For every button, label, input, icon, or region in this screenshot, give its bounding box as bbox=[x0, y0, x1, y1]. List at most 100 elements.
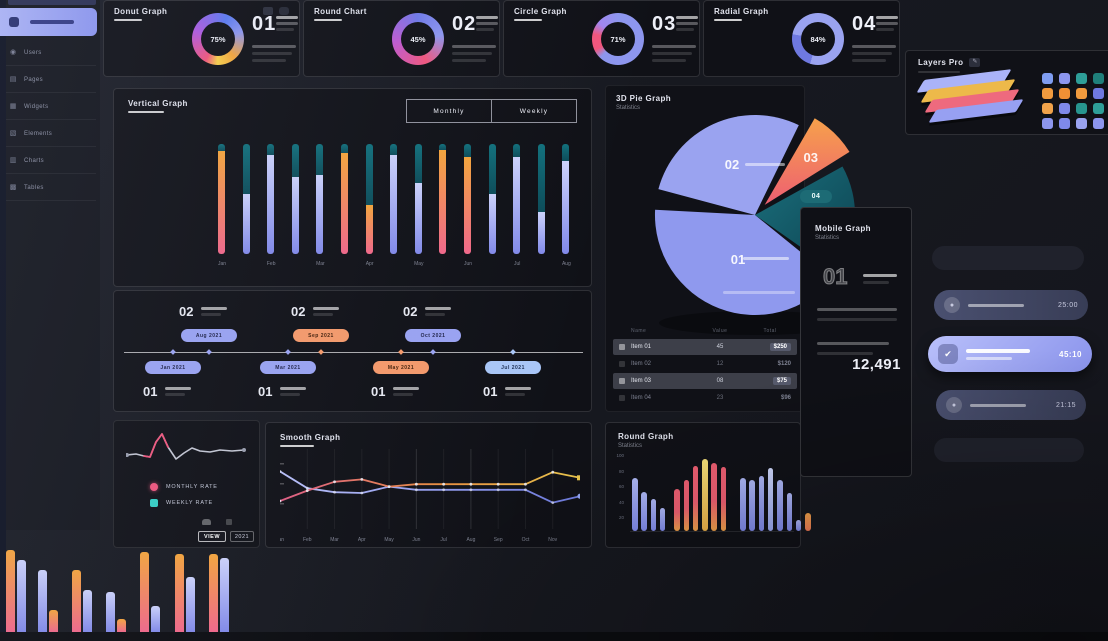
view-chip[interactable]: VIEW bbox=[198, 531, 226, 542]
vertical-bar bbox=[242, 144, 250, 254]
sidebar-item-pages[interactable]: ▤ Pages bbox=[0, 67, 100, 93]
donut-chart: 84% bbox=[792, 13, 844, 65]
stat-line bbox=[476, 16, 498, 19]
bar-x-label: Apr bbox=[365, 261, 374, 267]
stat-line bbox=[652, 52, 692, 55]
bar-card-title: Vertical Graph bbox=[128, 99, 188, 108]
stat-line bbox=[852, 45, 896, 48]
grid-swatch bbox=[1093, 118, 1104, 129]
bar-segment-color bbox=[291, 177, 299, 254]
vertical-bar bbox=[365, 144, 373, 254]
stat-card-number: 04 bbox=[852, 13, 877, 35]
list-item-3[interactable]: ✔ 45:10 bbox=[928, 336, 1092, 372]
donut-percent-label: 75% bbox=[210, 34, 226, 44]
mobile-line bbox=[863, 281, 889, 284]
list-item-1[interactable] bbox=[932, 246, 1084, 270]
stat-line bbox=[452, 45, 496, 48]
timeline-line bbox=[313, 307, 339, 310]
stat-line bbox=[252, 59, 286, 62]
stat-line bbox=[652, 59, 686, 62]
pie-table-row[interactable]: Item 02 12 $120 bbox=[613, 358, 797, 370]
row-total: $250 bbox=[769, 343, 791, 351]
x-axis-label: Nov bbox=[548, 537, 557, 543]
range-button-monthly[interactable]: Monthly bbox=[406, 99, 491, 123]
year-chip[interactable]: 2021 bbox=[230, 531, 254, 542]
stat-line bbox=[676, 16, 698, 19]
timeline-date-pill[interactable]: Sep 2021 bbox=[293, 329, 349, 342]
sidebar-item-label: Elements bbox=[24, 131, 53, 137]
stat-card-02: Round Chart 45% 02 bbox=[303, 0, 500, 77]
bar-segment-color bbox=[316, 175, 324, 254]
range-button-weekly[interactable]: Weekly bbox=[491, 99, 577, 123]
vertical-bar bbox=[341, 144, 348, 254]
corner-bar bbox=[140, 552, 149, 632]
mobile-card-subtitle: Statistics bbox=[815, 235, 840, 241]
vertical-bar bbox=[390, 144, 398, 254]
list-item-time: 25:00 bbox=[1057, 301, 1078, 309]
grid-swatch bbox=[1093, 88, 1104, 99]
timeline-date-pill[interactable]: Mar 2021 bbox=[260, 361, 316, 374]
x-axis-label: Jun bbox=[412, 537, 420, 543]
pie-table-row[interactable]: Item 04 23 $96 bbox=[613, 392, 797, 404]
timeline-date-pill[interactable]: Jul 2021 bbox=[485, 361, 541, 374]
corner-bar bbox=[151, 606, 160, 632]
grid-swatch bbox=[1042, 88, 1053, 99]
stat-line bbox=[876, 28, 894, 31]
stat-line bbox=[876, 22, 898, 25]
elements-icon: ▧ bbox=[9, 130, 17, 137]
vertical-bar bbox=[414, 144, 422, 254]
sidebar-item-users[interactable]: ◉ Users bbox=[0, 40, 100, 66]
divider bbox=[6, 173, 96, 174]
sidebar-item-label: Users bbox=[24, 50, 42, 56]
sidebar-item-dashboard[interactable] bbox=[0, 8, 97, 36]
pie-table-row[interactable]: Item 01 45 $250 bbox=[613, 339, 797, 355]
bar-segment-color bbox=[242, 194, 250, 254]
divider bbox=[6, 119, 96, 120]
sidebar-item-label: Widgets bbox=[24, 104, 49, 110]
title-underline bbox=[314, 19, 342, 21]
bar-x-label: Feb bbox=[266, 261, 276, 267]
bar-segment-color bbox=[390, 155, 398, 254]
vertical-bar bbox=[218, 144, 225, 254]
bar-segment-teal bbox=[218, 144, 225, 151]
legend-dot-monthly bbox=[150, 483, 158, 491]
stat-card-title: Circle Graph bbox=[514, 7, 567, 16]
bar-segment-color bbox=[218, 151, 225, 254]
grid-swatch bbox=[1076, 73, 1087, 84]
sidebar-item-charts[interactable]: ▥ Charts bbox=[0, 148, 100, 174]
x-axis-label: Oct bbox=[522, 537, 530, 543]
dashboard-icon bbox=[9, 17, 19, 27]
list-item-4[interactable]: ● 21:15 bbox=[936, 390, 1086, 420]
timeline-number: 01 bbox=[143, 384, 158, 399]
timeline-number: 01 bbox=[371, 384, 386, 399]
grid-swatch bbox=[1093, 103, 1104, 114]
sidebar-item-tables[interactable]: ▩ Tables bbox=[0, 175, 100, 201]
bar-segment-teal bbox=[341, 144, 348, 153]
stat-card-number: 03 bbox=[652, 13, 677, 35]
bar-segment-teal bbox=[390, 144, 398, 155]
sidebar-item-elements[interactable]: ▧ Elements bbox=[0, 121, 100, 147]
bar-segment-teal bbox=[414, 144, 422, 183]
list-line bbox=[966, 348, 1030, 353]
user-icon: ● bbox=[944, 297, 960, 313]
vertical-bars-plot: Jan Feb Mar Apr May Jun Jul Aug bbox=[114, 89, 593, 288]
timeline-date-pill[interactable]: Aug 2021 bbox=[181, 329, 237, 342]
timeline-date-pill[interactable]: Jan 2021 bbox=[145, 361, 201, 374]
pie-table-row[interactable]: Item 03 08 $75 bbox=[613, 373, 797, 389]
donut-chart: 45% bbox=[392, 13, 444, 65]
timeline-date-pill[interactable]: May 2021 bbox=[373, 361, 429, 374]
corner-bar bbox=[6, 550, 15, 632]
corner-bar bbox=[220, 558, 229, 632]
bar-segment-teal bbox=[513, 144, 521, 157]
sidebar-item-widgets[interactable]: ▦ Widgets bbox=[0, 94, 100, 120]
corner-bar bbox=[175, 554, 184, 632]
list-line bbox=[968, 303, 1024, 307]
timeline-date-pill[interactable]: Oct 2021 bbox=[405, 329, 461, 342]
grid-swatch bbox=[1042, 118, 1053, 129]
charts-icon: ▥ bbox=[9, 157, 17, 164]
list-item-2[interactable]: ● 25:00 bbox=[934, 290, 1088, 320]
round-bar bbox=[758, 476, 765, 531]
list-item-5[interactable] bbox=[934, 438, 1084, 462]
pie-table-header-cell: Value bbox=[712, 328, 728, 334]
camera-icon bbox=[263, 7, 273, 15]
